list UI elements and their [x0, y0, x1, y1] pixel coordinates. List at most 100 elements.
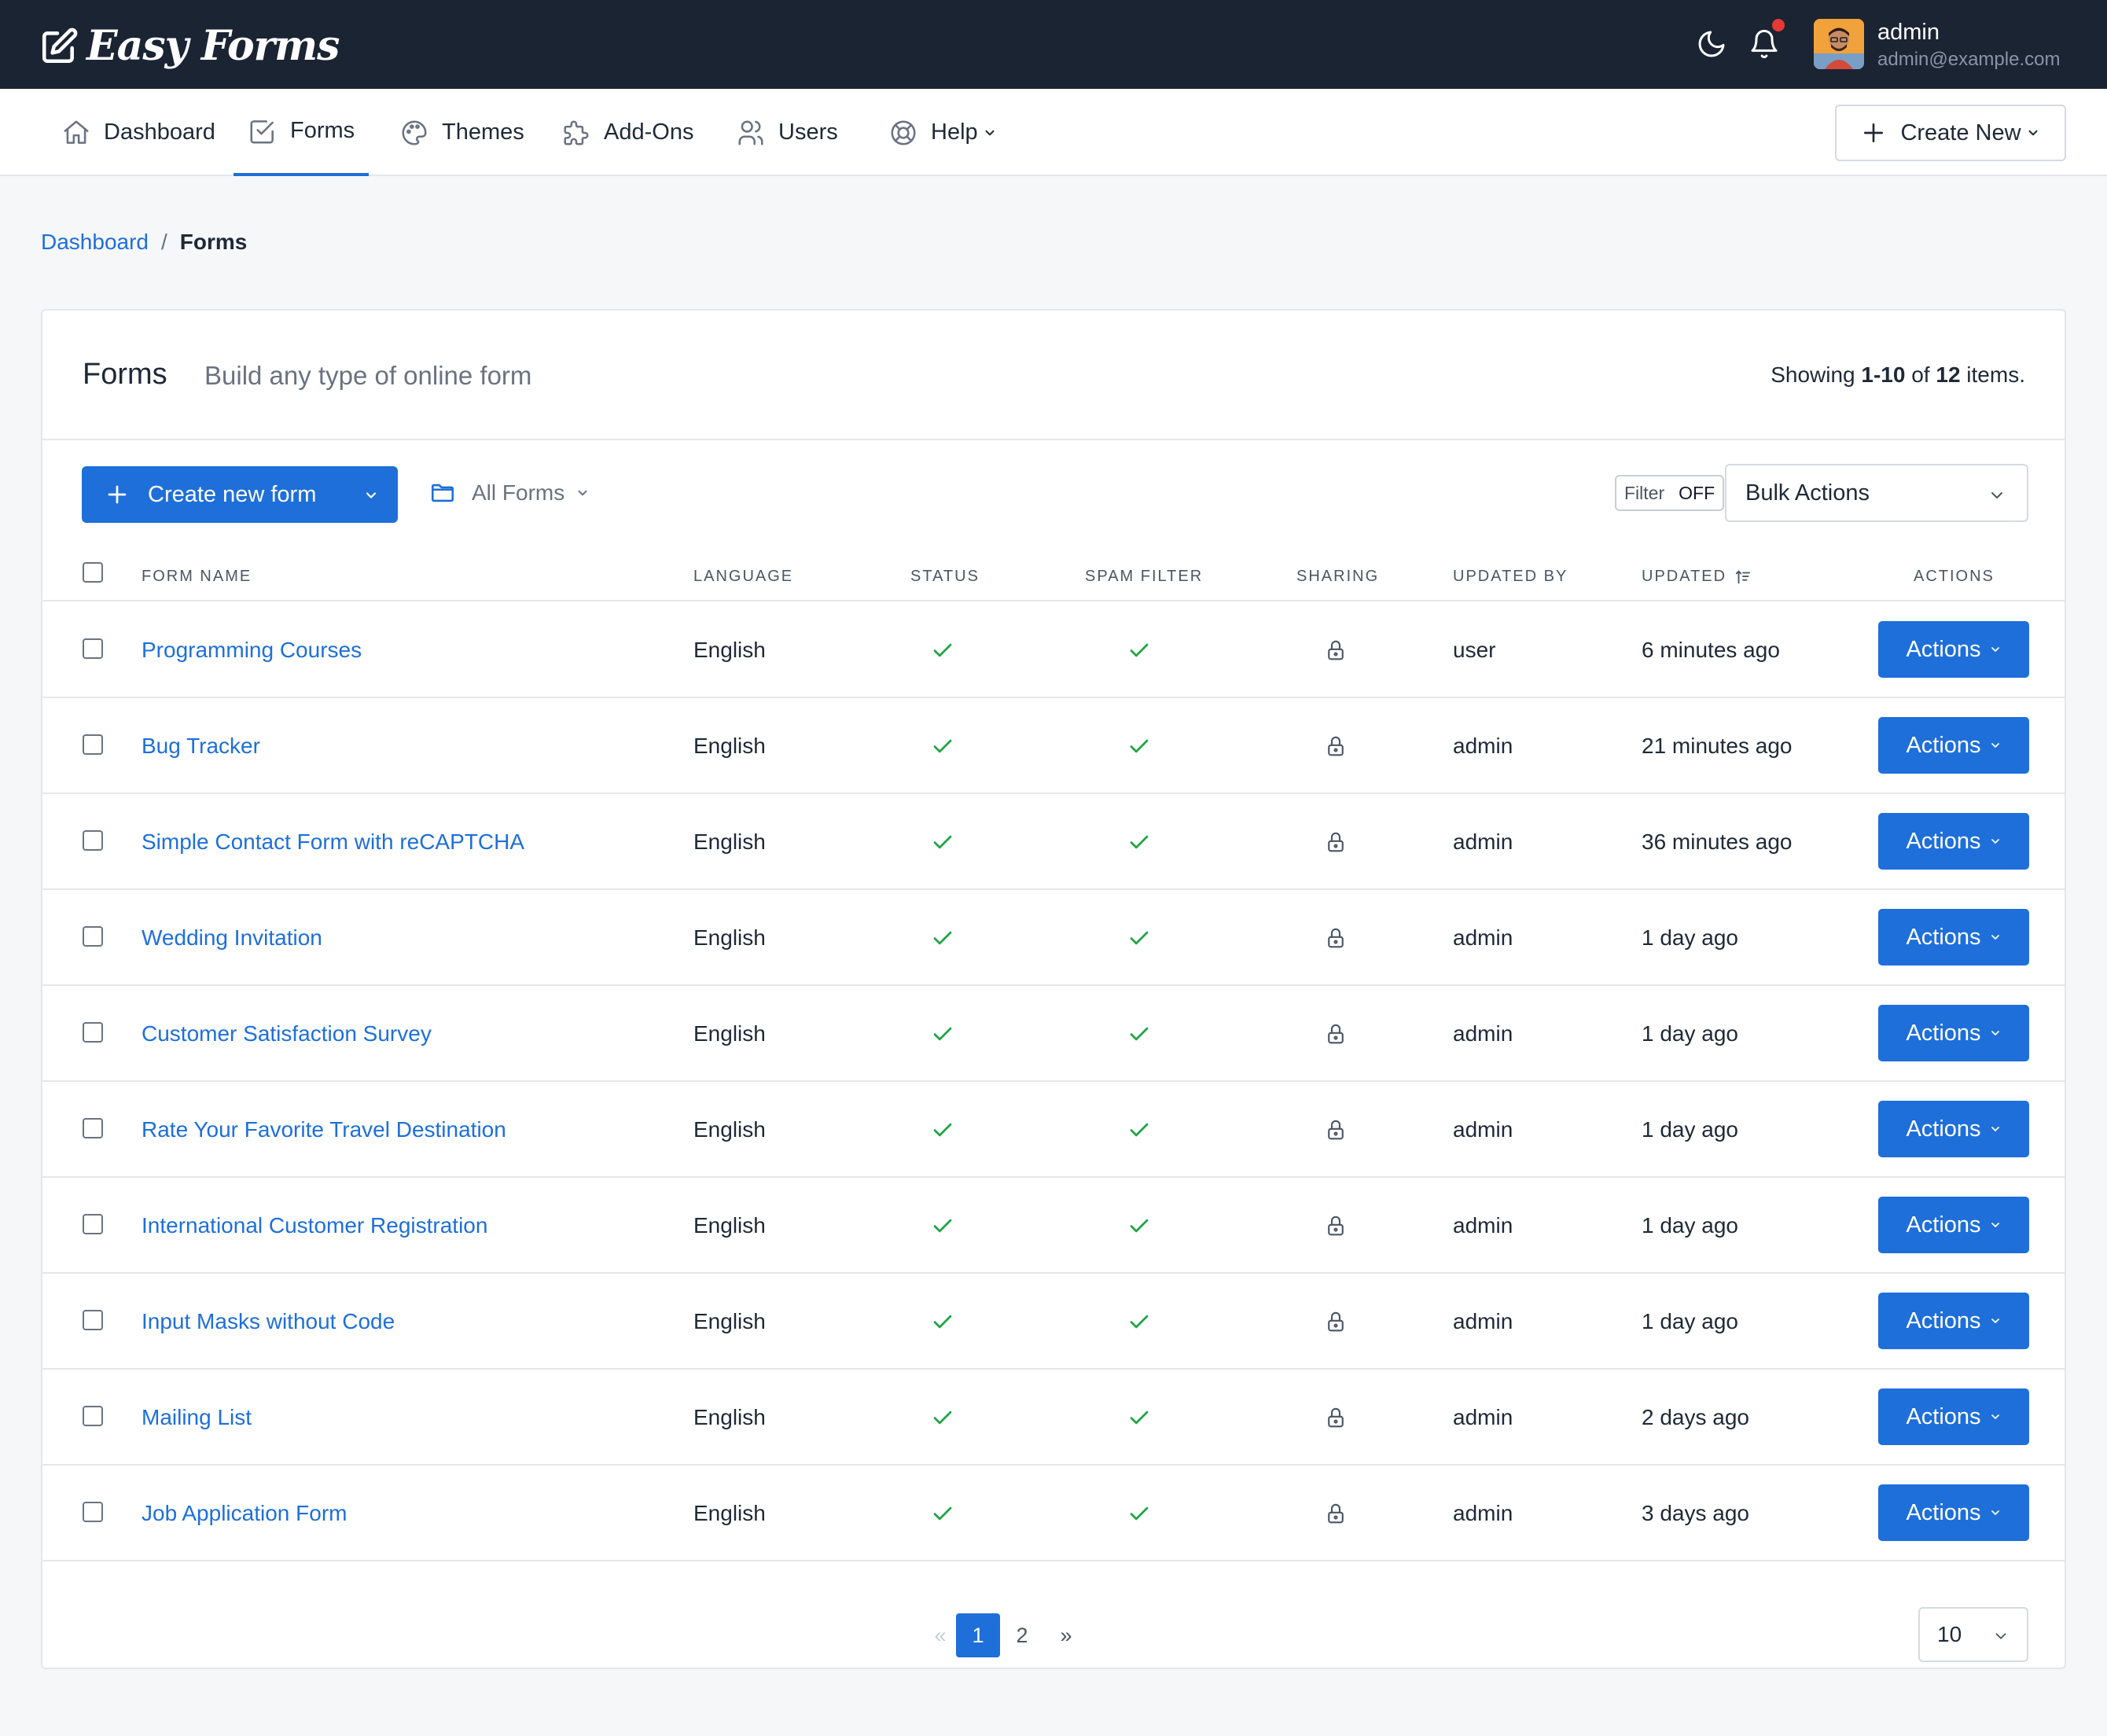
- select-all-checkbox[interactable]: [83, 562, 103, 583]
- updated-time: 1 day ago: [1642, 1213, 1738, 1238]
- plus-icon: [1864, 123, 1884, 142]
- moon-icon[interactable]: [1696, 28, 1727, 60]
- edit-square-icon: [42, 28, 78, 63]
- status-check-icon: [931, 734, 954, 758]
- status-check-icon: [931, 1406, 954, 1429]
- plus-icon: [108, 485, 127, 504]
- form-name-link[interactable]: Mailing List: [142, 1405, 252, 1429]
- user-name[interactable]: admin: [1877, 20, 1940, 45]
- showing-suffix: items.: [1960, 362, 2025, 387]
- bulk-actions-select[interactable]: Bulk Actions: [1725, 464, 2028, 522]
- lock-icon[interactable]: [1324, 830, 1348, 854]
- row-checkbox[interactable]: [83, 1310, 103, 1330]
- pagination-prev[interactable]: «: [934, 1623, 947, 1647]
- chevron-down-icon[interactable]: [363, 487, 379, 503]
- row-actions-button[interactable]: Actions: [1878, 1197, 2029, 1253]
- nav-item-forms[interactable]: Forms: [233, 89, 370, 176]
- chevron-down-icon: [1991, 935, 1999, 940]
- column-header-form-name[interactable]: FORM NAME: [142, 568, 252, 585]
- folder-icon: [431, 484, 454, 502]
- lock-icon[interactable]: [1324, 1502, 1348, 1525]
- chevron-down-icon: [1991, 1031, 1999, 1035]
- updated-time: 21 minutes ago: [1642, 734, 1793, 758]
- avatar[interactable]: [1814, 19, 1864, 69]
- create-new-button[interactable]: Create New: [1835, 105, 2066, 161]
- spam-filter-check-icon: [1127, 1214, 1151, 1238]
- row-actions-button[interactable]: Actions: [1878, 1101, 2029, 1157]
- row-actions-button[interactable]: Actions: [1878, 1005, 2029, 1061]
- row-checkbox[interactable]: [83, 734, 103, 755]
- row-checkbox[interactable]: [83, 926, 103, 947]
- form-name-link[interactable]: International Customer Registration: [142, 1213, 488, 1238]
- pagination-page-1[interactable]: 1: [956, 1613, 1000, 1657]
- row-actions-button[interactable]: Actions: [1878, 1388, 2029, 1445]
- nav-item-help[interactable]: Help: [874, 89, 1011, 176]
- nav-item-themes[interactable]: Themes: [385, 89, 539, 176]
- row-checkbox[interactable]: [83, 638, 103, 659]
- nav-label: Themes: [442, 120, 524, 145]
- form-name-link[interactable]: Rate Your Favorite Travel Destination: [142, 1117, 506, 1142]
- lock-icon[interactable]: [1324, 734, 1348, 758]
- column-header-spam-filter[interactable]: SPAM FILTER: [1085, 568, 1204, 585]
- row-checkbox[interactable]: [83, 1214, 103, 1234]
- filter-toggle[interactable]: Filter OFF: [1615, 475, 1725, 511]
- spam-filter-check-icon: [1127, 1118, 1151, 1142]
- create-new-form-button[interactable]: Create new form: [82, 466, 398, 523]
- column-header-status[interactable]: STATUS: [910, 568, 980, 585]
- per-page-select[interactable]: 10: [1918, 1607, 2028, 1662]
- table-header: FORM NAME LANGUAGE STATUS SPAM FILTER SH…: [42, 550, 2065, 601]
- folder-dropdown[interactable]: All Forms: [429, 480, 590, 506]
- form-language: English: [693, 925, 766, 950]
- home-icon: [64, 120, 89, 144]
- column-header-language[interactable]: LANGUAGE: [693, 568, 794, 585]
- lock-icon[interactable]: [1324, 1118, 1348, 1142]
- nav-item-add-ons[interactable]: Add-Ons: [547, 89, 708, 176]
- lock-icon[interactable]: [1324, 1214, 1348, 1238]
- form-name-link[interactable]: Programming Courses: [142, 638, 362, 662]
- nav-item-users[interactable]: Users: [722, 89, 852, 176]
- bulk-actions-label: Bulk Actions: [1745, 480, 1870, 506]
- pagination-next[interactable]: »: [1060, 1623, 1072, 1647]
- pagination-page-2[interactable]: 2: [1016, 1623, 1028, 1647]
- table-row: Wedding Invitation English admin 1 day ago A…: [42, 890, 2065, 986]
- column-header-updated-by[interactable]: UPDATED BY: [1453, 568, 1568, 585]
- nav-item-dashboard[interactable]: Dashboard: [47, 89, 230, 176]
- form-name-link[interactable]: Job Application Form: [142, 1501, 347, 1525]
- form-name-link[interactable]: Input Masks without Code: [142, 1309, 395, 1333]
- lock-icon[interactable]: [1324, 638, 1348, 662]
- row-actions-label: Actions: [1906, 1212, 1981, 1238]
- breadcrumb-separator: /: [160, 230, 167, 254]
- form-language: English: [693, 1309, 766, 1333]
- row-actions-button[interactable]: Actions: [1878, 717, 2029, 774]
- row-actions-button[interactable]: Actions: [1878, 1293, 2029, 1349]
- spam-filter-check-icon: [1127, 1406, 1151, 1429]
- puzzle-icon: [564, 120, 589, 145]
- form-language: English: [693, 1213, 766, 1238]
- form-name-link[interactable]: Wedding Invitation: [142, 925, 322, 950]
- row-actions-button[interactable]: Actions: [1878, 621, 2029, 678]
- form-name-link[interactable]: Customer Satisfaction Survey: [142, 1021, 432, 1046]
- row-checkbox[interactable]: [83, 830, 103, 851]
- lock-icon[interactable]: [1324, 1022, 1348, 1046]
- lock-icon[interactable]: [1324, 1310, 1348, 1333]
- row-checkbox[interactable]: [83, 1502, 103, 1522]
- row-checkbox[interactable]: [83, 1118, 103, 1138]
- bell-icon[interactable]: [1748, 28, 1780, 60]
- lock-icon[interactable]: [1324, 1406, 1348, 1429]
- row-checkbox[interactable]: [83, 1406, 103, 1426]
- form-name-link[interactable]: Simple Contact Form with reCAPTCHA: [142, 829, 525, 854]
- row-checkbox[interactable]: [83, 1022, 103, 1043]
- chevron-down-icon: [1991, 743, 1999, 748]
- row-actions-button[interactable]: Actions: [1878, 1484, 2029, 1541]
- breadcrumb-dashboard-link[interactable]: Dashboard: [41, 230, 149, 254]
- brand-logo[interactable]: Easy Forms: [39, 22, 340, 70]
- row-actions-button[interactable]: Actions: [1878, 813, 2029, 870]
- spam-filter-check-icon: [1127, 1022, 1151, 1046]
- lock-icon[interactable]: [1324, 926, 1348, 950]
- row-actions-button[interactable]: Actions: [1878, 909, 2029, 965]
- form-name-link[interactable]: Bug Tracker: [142, 734, 260, 758]
- nav-label: Help: [931, 120, 978, 145]
- updated-time: 36 minutes ago: [1642, 829, 1793, 854]
- column-header-updated[interactable]: UPDATED: [1642, 568, 1752, 586]
- column-header-sharing[interactable]: SHARING: [1296, 568, 1380, 585]
